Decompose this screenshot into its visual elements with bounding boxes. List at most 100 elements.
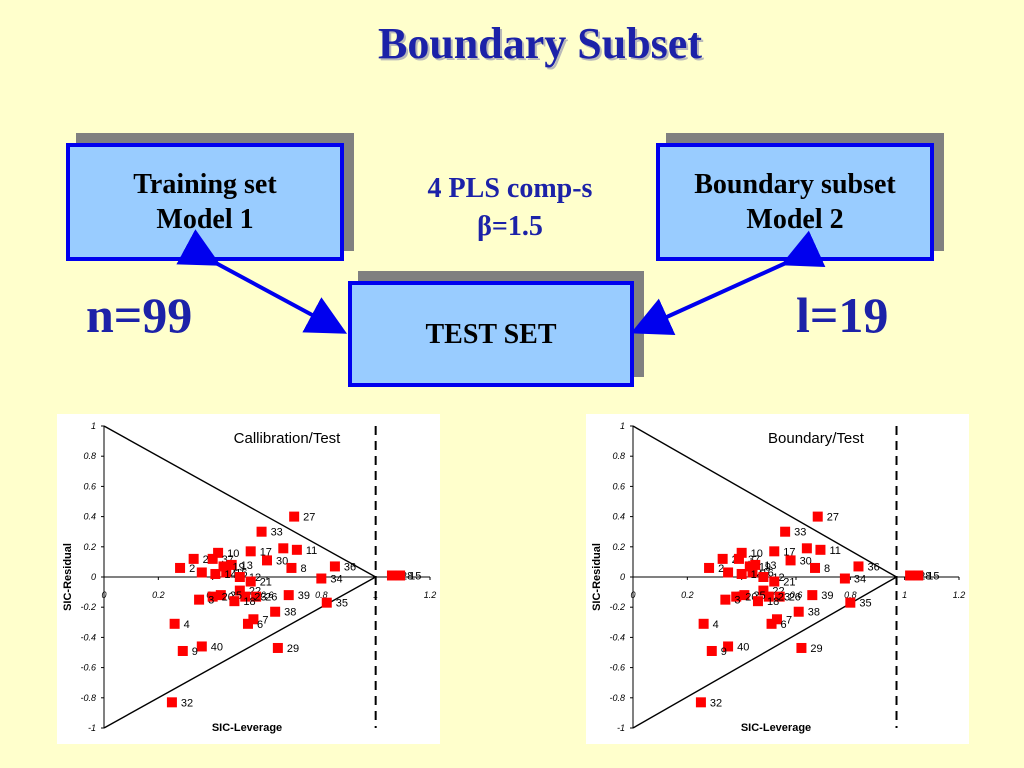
data-point — [758, 572, 769, 582]
y-tick-label: -0.2 — [609, 602, 625, 612]
data-point — [194, 594, 205, 605]
data-point — [395, 570, 406, 581]
point-label: 15 — [927, 570, 939, 582]
data-point — [780, 526, 791, 537]
y-tick-label: 0.4 — [612, 512, 625, 522]
boundary-box-line1: Boundary subset — [694, 169, 896, 200]
data-point — [329, 561, 340, 572]
data-point — [278, 543, 289, 554]
data-point — [774, 591, 785, 602]
data-point — [248, 614, 259, 625]
point-label: 4 — [184, 619, 190, 631]
x-tick-label: 0.8 — [315, 590, 328, 600]
point-label: 14 — [224, 569, 236, 581]
chart-title: Callibration/Test — [234, 430, 342, 447]
y-tick-label: -0.6 — [609, 663, 625, 673]
point-label: 32 — [710, 697, 722, 709]
data-point — [188, 553, 199, 564]
data-point — [221, 567, 232, 578]
y-axis-label: SIC-Residual — [591, 543, 603, 611]
n-count-label: n=99 — [86, 287, 193, 343]
data-point — [316, 573, 327, 584]
point-label: 13 — [241, 560, 253, 572]
data-point — [698, 618, 709, 629]
data-point — [240, 591, 251, 602]
data-point — [736, 568, 747, 579]
y-axis-label: SIC-Residual — [62, 543, 74, 611]
x-tick-label: 1.2 — [424, 590, 437, 600]
data-point — [717, 553, 728, 564]
data-point — [785, 555, 796, 566]
data-point — [723, 641, 734, 652]
x-tick-label: 0.6 — [261, 590, 274, 600]
boundary-subset-box: Boundary subset Model 2 — [656, 143, 934, 261]
point-label: 36 — [867, 561, 879, 573]
test-box-label: TEST SET — [425, 318, 557, 350]
upper-boundary-line — [103, 425, 377, 578]
point-label: 33 — [794, 527, 806, 539]
point-label: 9 — [721, 646, 727, 658]
data-point — [245, 546, 256, 557]
data-point — [286, 562, 297, 573]
data-point — [175, 562, 186, 573]
point-label: 33 — [271, 527, 283, 539]
data-point — [695, 697, 706, 708]
data-point — [196, 641, 207, 652]
data-point — [739, 590, 750, 601]
data-point — [744, 561, 755, 572]
x-tick-label: 0.2 — [152, 590, 165, 600]
point-label: 3 — [208, 595, 214, 607]
data-point — [226, 559, 237, 570]
point-label: 7 — [786, 614, 792, 626]
data-point — [289, 511, 300, 522]
data-point — [251, 591, 262, 602]
data-point — [839, 573, 850, 584]
data-point — [242, 618, 253, 629]
point-label: 38 — [808, 607, 820, 619]
point-label: 8 — [824, 563, 830, 575]
point-label: 21 — [783, 577, 795, 589]
arrow-left-double — [176, 229, 348, 334]
point-label: 34 — [854, 574, 866, 586]
data-point — [807, 590, 818, 601]
data-point — [245, 576, 256, 587]
data-point — [213, 547, 224, 558]
point-label: 27 — [303, 512, 315, 524]
data-point — [229, 596, 240, 607]
point-label: 11 — [306, 545, 317, 557]
point-label: 19 — [233, 561, 245, 573]
calibration-test-chart: 10.80.60.40.20-0.2-0.4-0.6-0.8-100.20.40… — [57, 414, 440, 744]
training-box-line1: Training set — [133, 169, 277, 200]
data-point — [262, 555, 272, 566]
data-point — [815, 544, 826, 555]
data-point — [769, 546, 780, 557]
y-tick-label: -0.6 — [80, 663, 96, 673]
x-axis-label: SIC-Leverage — [741, 722, 811, 734]
data-point — [845, 597, 856, 608]
data-point — [256, 526, 267, 537]
point-label: 40 — [737, 641, 749, 653]
data-point — [218, 561, 229, 572]
point-label: 9 — [192, 646, 198, 658]
data-point — [736, 547, 747, 558]
data-point — [763, 591, 774, 602]
data-point — [215, 590, 226, 601]
upper-boundary-line — [632, 425, 897, 578]
y-tick-label: 0.6 — [83, 481, 96, 491]
point-label: 17 — [783, 546, 795, 558]
x-tick-label: 0.6 — [790, 590, 803, 600]
point-label: 18 — [767, 596, 779, 608]
y-tick-label: -0.8 — [609, 693, 625, 703]
y-tick-label: 0 — [620, 572, 625, 582]
y-tick-label: 1 — [620, 421, 625, 431]
point-label: 27 — [827, 512, 839, 524]
data-point — [207, 591, 218, 602]
data-point — [747, 567, 758, 578]
data-point — [905, 570, 916, 581]
point-label: 6 — [781, 619, 787, 631]
point-label: 21 — [260, 577, 272, 589]
y-tick-label: 0.8 — [83, 451, 96, 461]
point-label: 18 — [243, 596, 255, 608]
point-label: 17 — [260, 546, 272, 558]
y-tick-label: -1 — [617, 723, 625, 733]
